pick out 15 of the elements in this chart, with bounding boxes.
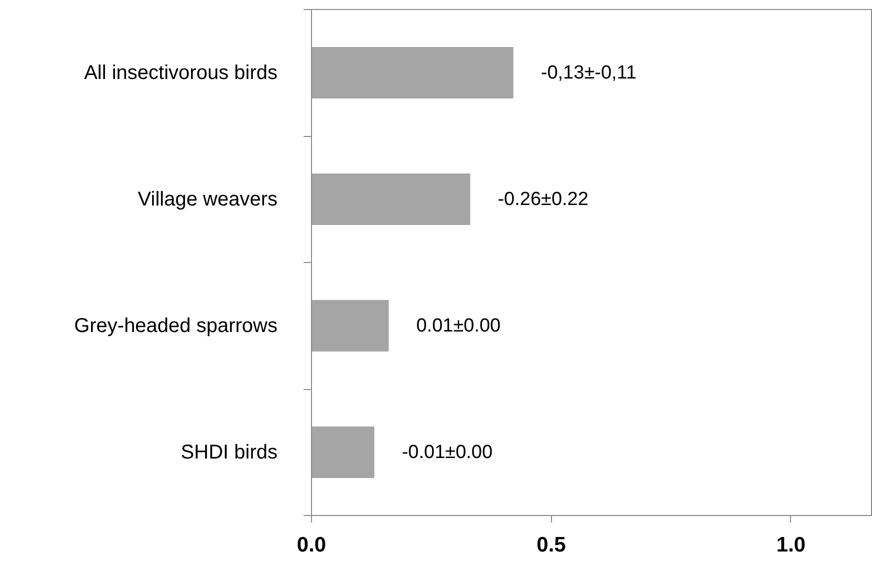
bar: [312, 46, 514, 99]
y-tick-label: All insectivorous birds: [84, 62, 278, 84]
annotation: 0.01±0.00: [416, 315, 501, 336]
x-tick-label: 0.5: [536, 534, 566, 556]
x-tick-label: 1.0: [776, 534, 806, 556]
annotation: -0.01±0.00: [402, 442, 493, 463]
annotation: -0.26±0.22: [498, 188, 588, 210]
annotation: -0,13±-0,11: [540, 62, 637, 84]
bar: [312, 173, 470, 226]
bar: [312, 426, 374, 478]
y-tick-label: Grey-headed sparrows: [74, 314, 278, 337]
bar: [312, 300, 389, 352]
x-tick-label: 0.0: [296, 534, 326, 556]
y-tick-label: SHDI birds: [180, 441, 278, 464]
y-tick-label: Village weavers: [138, 188, 278, 210]
